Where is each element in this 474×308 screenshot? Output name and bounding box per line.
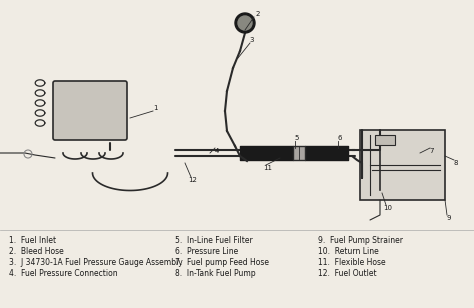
- Text: 9: 9: [447, 215, 451, 221]
- Text: 11.  Flexible Hose: 11. Flexible Hose: [318, 258, 385, 267]
- Text: 2.  Bleed Hose: 2. Bleed Hose: [9, 247, 64, 256]
- Circle shape: [238, 16, 252, 30]
- Bar: [293, 146, 305, 160]
- Text: 3: 3: [250, 37, 254, 43]
- Text: 5.  In-Line Fuel Filter: 5. In-Line Fuel Filter: [175, 236, 253, 245]
- Text: 12: 12: [189, 177, 198, 183]
- Text: 4: 4: [215, 148, 219, 154]
- Text: 12.  Fuel Outlet: 12. Fuel Outlet: [318, 269, 376, 278]
- Text: 9.  Fuel Pump Strainer: 9. Fuel Pump Strainer: [318, 236, 402, 245]
- Text: 8: 8: [454, 160, 458, 166]
- Text: 7.  Fuel pump Feed Hose: 7. Fuel pump Feed Hose: [175, 258, 269, 267]
- Text: 11: 11: [264, 165, 273, 171]
- Circle shape: [235, 13, 255, 33]
- Bar: [375, 135, 395, 145]
- Text: 10.  Return Line: 10. Return Line: [318, 247, 378, 256]
- Text: 4.  Fuel Pressure Connection: 4. Fuel Pressure Connection: [9, 269, 118, 278]
- Text: 6.  Pressure Line: 6. Pressure Line: [175, 247, 238, 256]
- Text: 5: 5: [295, 135, 299, 141]
- Bar: [360, 130, 445, 200]
- Text: 7: 7: [430, 148, 434, 154]
- Text: 2: 2: [256, 11, 260, 17]
- Text: 1.  Fuel Inlet: 1. Fuel Inlet: [9, 236, 56, 245]
- Text: 8.  In-Tank Fuel Pump: 8. In-Tank Fuel Pump: [175, 269, 256, 278]
- FancyBboxPatch shape: [53, 81, 127, 140]
- Text: 6: 6: [338, 135, 342, 141]
- Text: 1: 1: [153, 105, 157, 111]
- Text: 3.  J 34730-1A Fuel Pressure Gauge Assembly: 3. J 34730-1A Fuel Pressure Gauge Assemb…: [9, 258, 183, 267]
- Text: 10: 10: [383, 205, 392, 211]
